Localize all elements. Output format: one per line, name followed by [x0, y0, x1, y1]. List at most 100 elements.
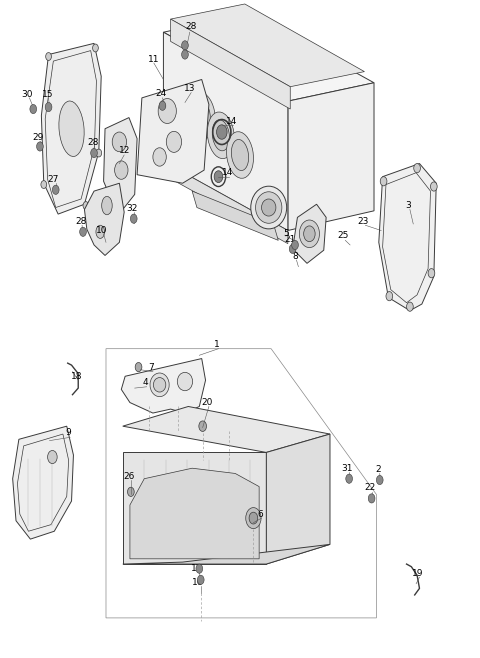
Ellipse shape: [115, 161, 128, 179]
Circle shape: [380, 176, 387, 186]
Ellipse shape: [102, 196, 112, 215]
Ellipse shape: [166, 132, 181, 153]
Circle shape: [407, 302, 413, 311]
Polygon shape: [266, 434, 330, 564]
Circle shape: [431, 182, 437, 191]
Circle shape: [249, 512, 258, 524]
Text: 25: 25: [338, 231, 349, 240]
Polygon shape: [12, 426, 73, 539]
Ellipse shape: [262, 199, 276, 216]
Polygon shape: [288, 83, 374, 230]
Text: 11: 11: [148, 55, 159, 64]
Text: 14: 14: [226, 117, 237, 126]
Polygon shape: [104, 118, 137, 209]
Polygon shape: [123, 544, 330, 564]
Polygon shape: [130, 468, 259, 559]
Circle shape: [292, 240, 299, 249]
Ellipse shape: [177, 372, 192, 391]
Polygon shape: [121, 359, 205, 413]
Text: 10: 10: [96, 226, 108, 235]
Circle shape: [376, 476, 383, 484]
Polygon shape: [123, 407, 330, 453]
Text: 18: 18: [71, 372, 82, 381]
Polygon shape: [163, 14, 374, 101]
Text: 15: 15: [42, 90, 53, 99]
Ellipse shape: [300, 220, 320, 247]
Text: 29: 29: [32, 133, 44, 141]
Ellipse shape: [59, 101, 84, 157]
Circle shape: [83, 201, 89, 209]
Text: 27: 27: [48, 175, 59, 184]
Circle shape: [246, 507, 261, 528]
Ellipse shape: [96, 225, 105, 238]
Circle shape: [36, 142, 43, 151]
Circle shape: [386, 291, 393, 301]
Circle shape: [135, 363, 142, 372]
Ellipse shape: [150, 373, 169, 397]
Text: 26: 26: [123, 472, 135, 480]
Circle shape: [289, 244, 296, 253]
Text: 13: 13: [184, 84, 195, 93]
Text: 31: 31: [341, 464, 353, 472]
Circle shape: [181, 41, 188, 50]
Ellipse shape: [212, 120, 229, 151]
Circle shape: [159, 101, 166, 111]
Ellipse shape: [154, 378, 166, 392]
Text: 17: 17: [191, 563, 203, 572]
Polygon shape: [192, 191, 278, 240]
Text: 23: 23: [358, 217, 369, 226]
Polygon shape: [379, 164, 436, 311]
Ellipse shape: [214, 171, 223, 182]
Text: 9: 9: [66, 428, 72, 438]
Ellipse shape: [227, 132, 253, 178]
Text: 20: 20: [202, 398, 213, 407]
Polygon shape: [84, 183, 124, 255]
Circle shape: [93, 44, 98, 52]
Ellipse shape: [158, 99, 176, 124]
Polygon shape: [163, 32, 288, 230]
Circle shape: [41, 180, 47, 188]
Polygon shape: [123, 453, 266, 564]
Text: 4: 4: [143, 378, 148, 388]
Circle shape: [131, 214, 137, 223]
Text: 7: 7: [149, 363, 155, 372]
Text: 32: 32: [127, 204, 138, 213]
Polygon shape: [137, 80, 209, 183]
Text: 21: 21: [284, 235, 296, 244]
Circle shape: [181, 50, 188, 59]
Ellipse shape: [207, 112, 234, 159]
Text: 24: 24: [156, 89, 167, 99]
Text: 30: 30: [21, 90, 33, 99]
Circle shape: [346, 474, 352, 484]
Ellipse shape: [304, 226, 315, 241]
Polygon shape: [293, 204, 326, 263]
Polygon shape: [170, 19, 290, 109]
Circle shape: [414, 164, 420, 173]
Text: 5: 5: [283, 228, 289, 238]
Ellipse shape: [153, 148, 166, 166]
Ellipse shape: [255, 191, 282, 223]
Text: 16: 16: [192, 578, 204, 587]
Ellipse shape: [251, 186, 287, 229]
Text: 19: 19: [412, 569, 424, 578]
Circle shape: [52, 185, 59, 194]
Circle shape: [46, 53, 51, 61]
Circle shape: [368, 494, 375, 503]
Polygon shape: [41, 43, 101, 214]
Circle shape: [96, 149, 102, 157]
Circle shape: [197, 575, 204, 584]
Text: 28: 28: [185, 22, 197, 32]
Text: 28: 28: [75, 217, 87, 226]
Text: 12: 12: [119, 146, 130, 155]
Text: 1: 1: [214, 340, 220, 349]
Text: 6: 6: [257, 510, 263, 519]
Ellipse shape: [112, 132, 127, 152]
Text: 2: 2: [375, 465, 381, 474]
Text: 22: 22: [364, 484, 376, 492]
Text: 8: 8: [292, 251, 298, 261]
Ellipse shape: [231, 139, 249, 170]
Text: 14: 14: [222, 168, 234, 177]
Text: 28: 28: [87, 138, 98, 147]
Circle shape: [80, 227, 86, 236]
Polygon shape: [163, 162, 288, 243]
